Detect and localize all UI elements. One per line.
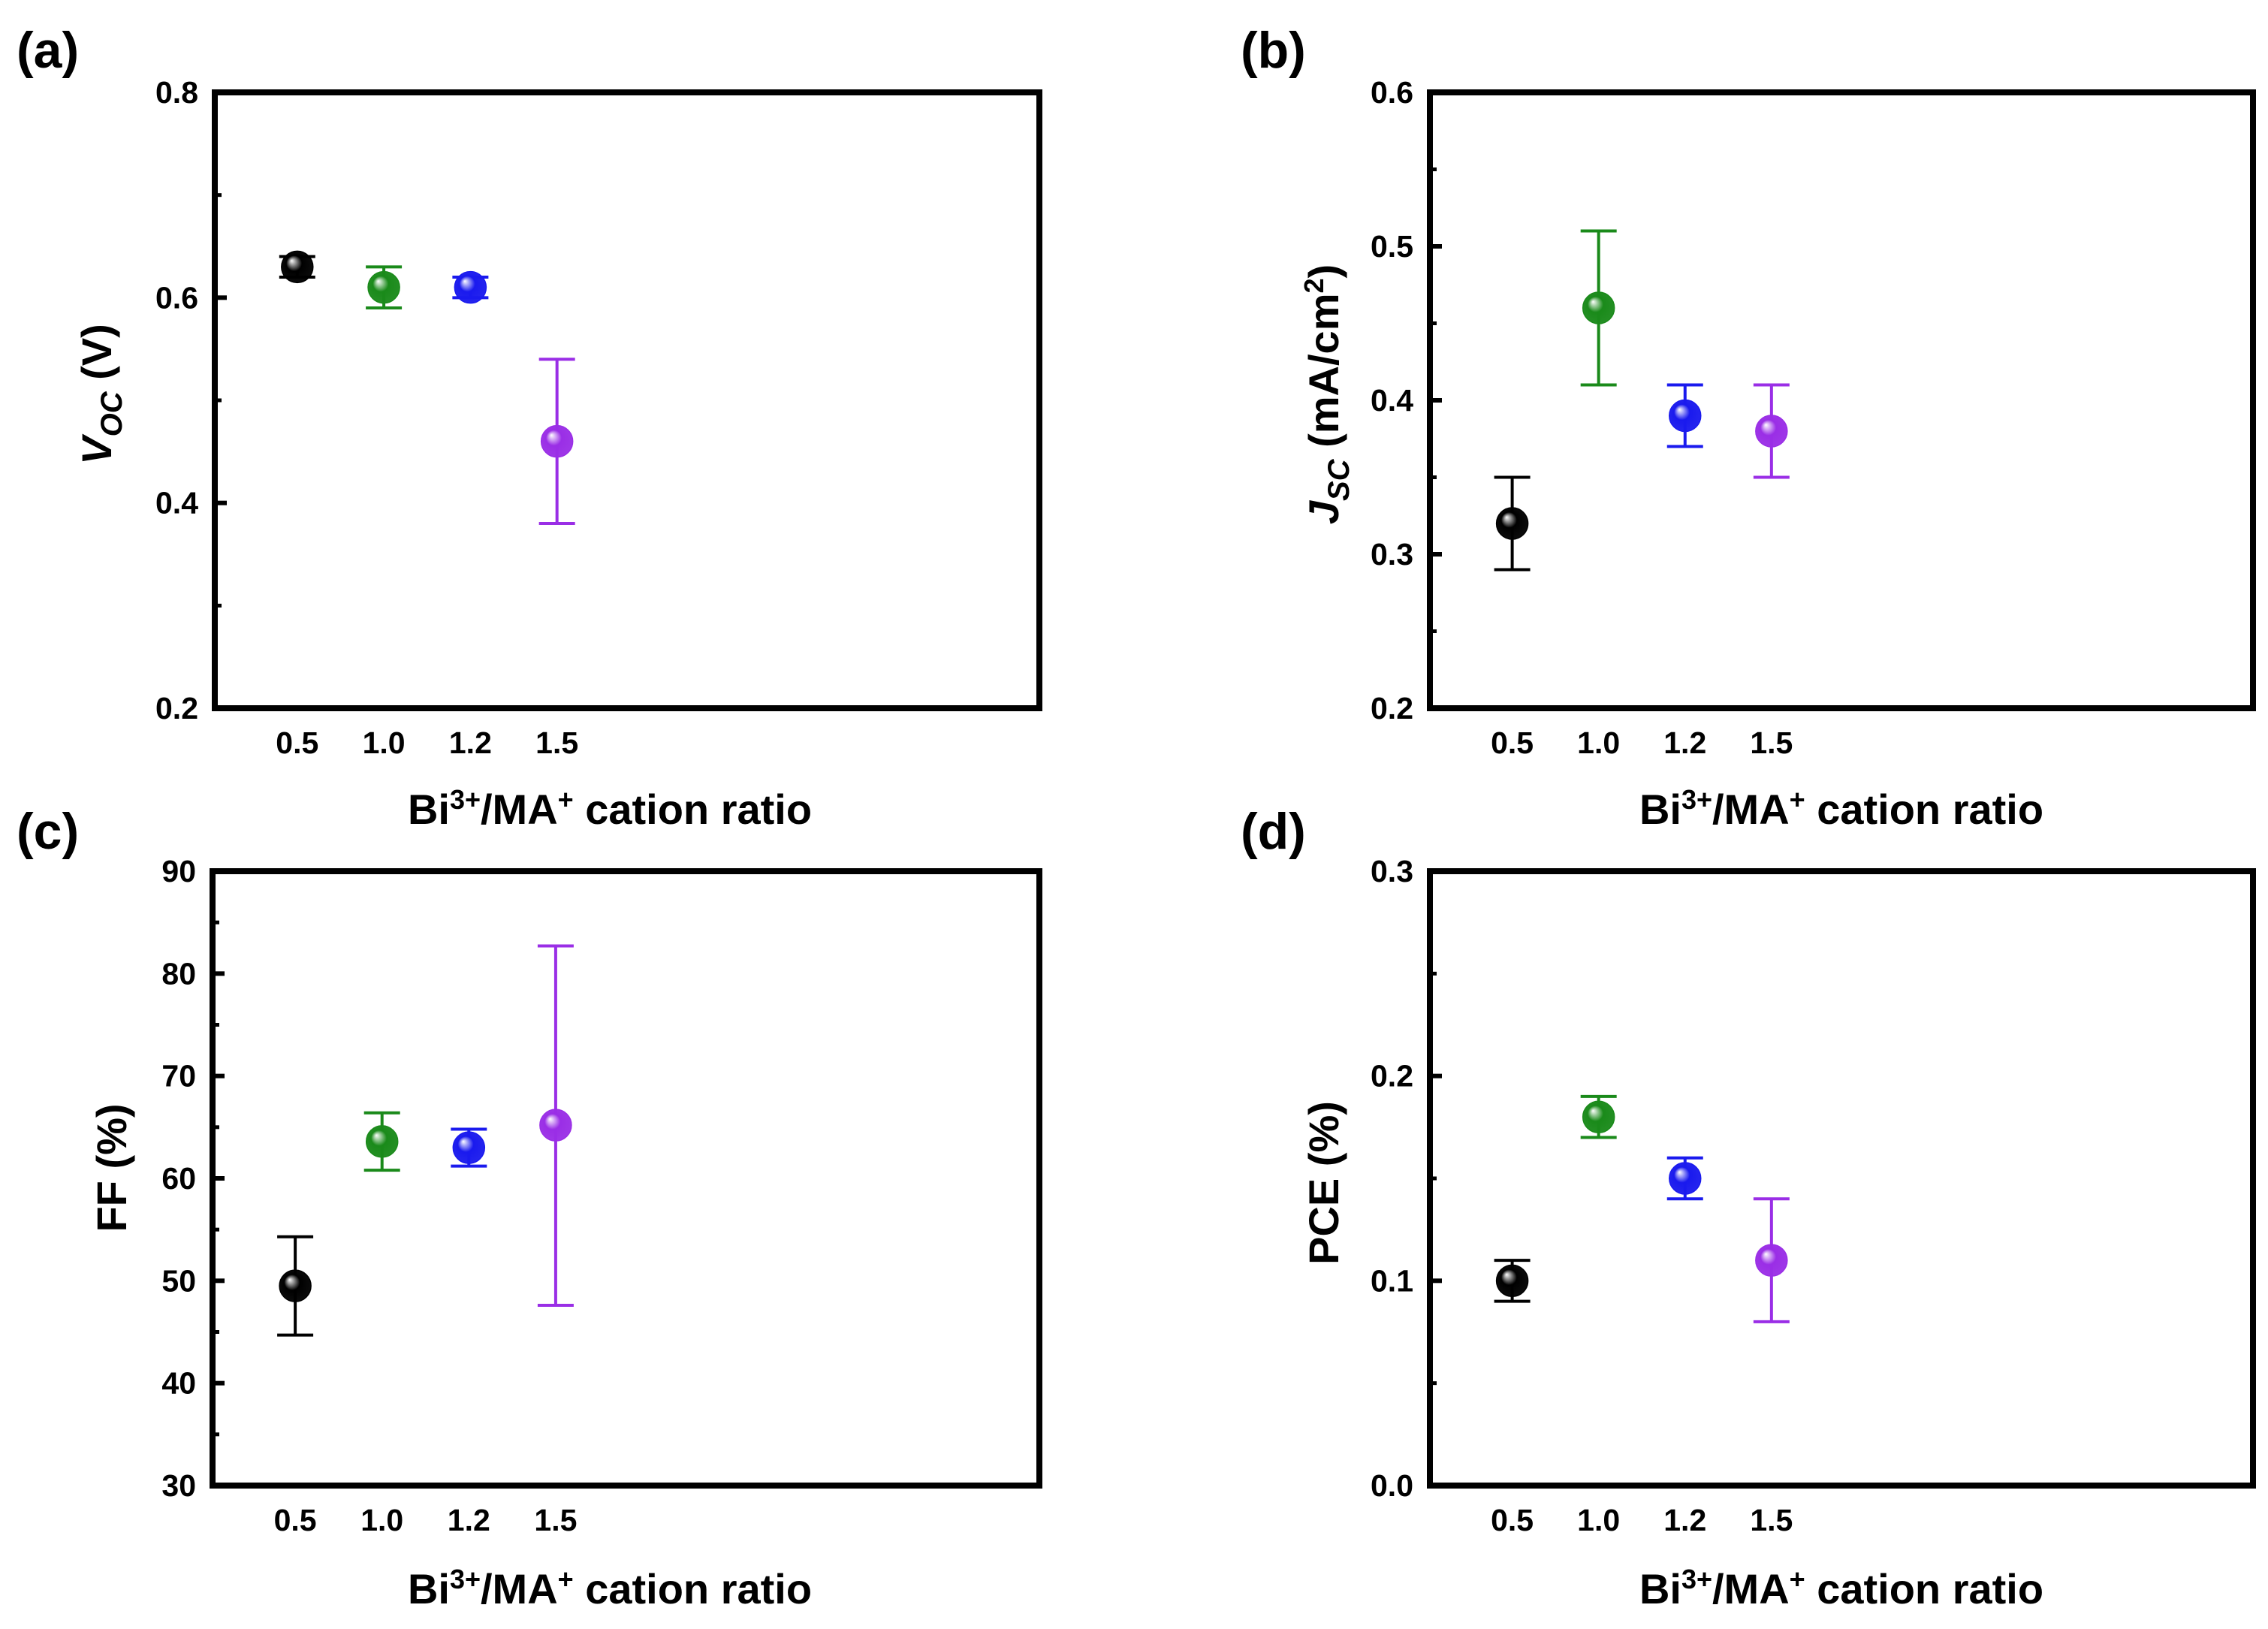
panel-b-y-axis-title-main: J [1300, 499, 1347, 524]
panel-a-data-point [281, 250, 314, 284]
panel-d-y-tick-label: 0.3 [1371, 854, 1413, 888]
panel-a-x-tick-label: 0.5 [276, 726, 318, 760]
panel-d-y-tick-label: 0.1 [1371, 1263, 1413, 1298]
panel-d-plot: 0.0 0.1 0.2 0.3 0.5 1.0 1.2 1.5 [1371, 854, 2256, 1537]
panel-a-letter: (a) [17, 22, 79, 79]
panel-c-x-axis-title: Bi3+/MA+ cation ratio [408, 1564, 812, 1612]
panel-a-plot: 0.2 0.4 0.6 0.8 0.5 1.0 1.2 1.5 [155, 75, 1042, 760]
panel-d-x-tick-label: 1.5 [1750, 1503, 1793, 1537]
panel-d-data-point [1755, 1244, 1788, 1277]
panel-c-y-tick-label: 60 [161, 1161, 196, 1196]
panel-b-y-tick-label: 0.3 [1371, 537, 1413, 572]
panel-d: (d) 0.0 0.1 0.2 0.3 0.5 1.0 1.2 1.5 PCE (%) Bi3… [1241, 803, 2256, 1612]
panel-a-data-point [540, 424, 574, 458]
panel-c-y-tick-label: 40 [161, 1366, 196, 1401]
panel-c-data-point [279, 1269, 312, 1302]
panel-b-y-axis-title-unit-sup: 2 [1298, 278, 1329, 293]
panel-c-y-tick-label: 90 [161, 854, 196, 888]
panel-b-data-point [1669, 399, 1702, 433]
panel-c-data-point [452, 1131, 486, 1164]
panel-c-x-tick-label: 1.0 [360, 1503, 403, 1537]
panel-b-y-tick-label: 0.5 [1371, 229, 1413, 264]
panel-d-x-axis-title: Bi3+/MA+ cation ratio [1639, 1564, 2043, 1612]
panel-d-y-tick-label: 0.0 [1371, 1468, 1413, 1503]
panel-b-x-axis-title: Bi3+/MA+ cation ratio [1639, 784, 2043, 833]
panel-c-y-tick-label: 50 [161, 1263, 196, 1298]
panel-a-frame [212, 89, 1042, 711]
panel-a: (a) 0.2 0.4 0.6 0.8 0.5 1.0 1.2 1.5 VOC (V) Bi3… [17, 22, 1042, 833]
panel-c-y-tick-label: 80 [161, 956, 196, 991]
panel-a-x-tick-label: 1.0 [363, 726, 406, 760]
panel-a-y-tick-label: 0.6 [155, 280, 198, 315]
panel-c-x-tick-label: 0.5 [274, 1503, 317, 1537]
panel-d-x-tick-label: 1.0 [1577, 1503, 1620, 1537]
panel-c-frame [210, 868, 1042, 1489]
panel-a-y-axis-title-main: V [73, 433, 120, 465]
panel-a-y-tick-label: 0.4 [155, 486, 198, 520]
panel-b-y-tick-label: 0.4 [1371, 383, 1413, 418]
panel-a-y-tick-label: 0.8 [155, 75, 198, 110]
panel-a-y-axis-title-subscript: OC [95, 391, 128, 436]
panel-b-y-tick-label: 0.6 [1371, 75, 1413, 110]
panel-b-data-point [1582, 291, 1615, 324]
panel-c-y-tick-label: 70 [161, 1059, 196, 1094]
panel-a-x-tick-label: 1.5 [535, 726, 578, 760]
panel-b-y-tick-label: 0.2 [1371, 691, 1413, 726]
panel-b-y-axis-title: JSC (mA/cm2) [1298, 264, 1356, 524]
panel-a-y-axis-title: VOC (V) [73, 324, 128, 465]
panel-a-y-axis-title-unit: (V) [73, 324, 120, 391]
panel-b-letter: (b) [1241, 22, 1306, 79]
panel-b-x-tick-label: 1.2 [1663, 726, 1706, 760]
panel-c-data-point [539, 1109, 572, 1142]
panel-b-y-axis-title-unit: (mA/cm [1300, 294, 1347, 460]
panel-a-x-tick-label: 1.2 [449, 726, 492, 760]
panel-d-y-axis-title: PCE (%) [1300, 1101, 1347, 1265]
panel-d-y-tick-label: 0.2 [1371, 1059, 1413, 1094]
panel-b-frame [1427, 89, 2256, 711]
panel-d-frame [1427, 868, 2256, 1489]
panel-c-x-tick-label: 1.2 [448, 1503, 490, 1537]
panel-c-y-axis-title: FF (%) [88, 1103, 135, 1232]
panel-b: (b) 0.2 0.3 0.4 0.5 0.6 0.5 1.0 1.2 1.5 JSC (mA/… [1241, 22, 2256, 833]
panel-c-letter: (c) [17, 803, 79, 860]
panel-a-data-point [454, 270, 487, 304]
panel-d-data-point [1495, 1264, 1529, 1298]
panel-d-data-point [1582, 1100, 1615, 1133]
panel-b-x-tick-label: 1.0 [1577, 726, 1620, 760]
panel-c-plot: 30 40 50 60 70 80 90 0.5 1.0 1.2 1.5 [161, 854, 1042, 1537]
panel-c-y-tick-label: 30 [161, 1468, 196, 1503]
panel-d-x-tick-label: 0.5 [1491, 1503, 1534, 1537]
panel-d-x-tick-label: 1.2 [1663, 1503, 1706, 1537]
panel-b-x-tick-label: 1.5 [1750, 726, 1793, 760]
panel-b-plot: 0.2 0.3 0.4 0.5 0.6 0.5 1.0 1.2 1.5 [1371, 75, 2256, 760]
panel-a-x-axis-title: Bi3+/MA+ cation ratio [408, 784, 812, 833]
panel-c: (c) 30 40 50 60 70 80 90 0.5 1.0 1.2 1.5 FF (%) Bi… [17, 803, 1042, 1612]
panel-b-data-point [1495, 507, 1529, 540]
panel-d-data-point [1669, 1162, 1702, 1195]
panel-a-y-tick-label: 0.2 [155, 691, 198, 726]
panel-c-x-tick-label: 1.5 [534, 1503, 577, 1537]
panel-c-data-point [365, 1125, 399, 1158]
panel-b-y-axis-title-unit-end: ) [1300, 264, 1347, 279]
panel-d-letter: (d) [1241, 803, 1306, 860]
panel-b-y-axis-title-subscript: SC [1322, 458, 1356, 501]
panel-b-data-point [1755, 415, 1788, 448]
panel-b-x-tick-label: 0.5 [1491, 726, 1534, 760]
panel-a-data-point [367, 270, 400, 304]
